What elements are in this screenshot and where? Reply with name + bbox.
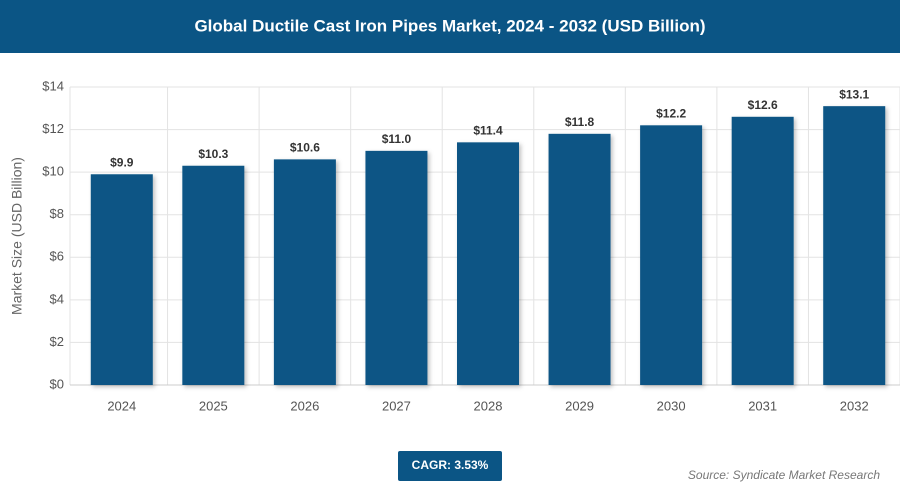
y-axis-label: Market Size (USD Billion)	[9, 157, 25, 315]
cagr-box	[398, 451, 502, 481]
y-tick-label: $0	[50, 376, 64, 391]
value-label: $12.2	[656, 106, 686, 120]
x-tick-label: 2032	[840, 398, 869, 413]
y-tick-label: $8	[50, 206, 64, 221]
y-tick-label: $12	[42, 121, 64, 136]
x-tick-label: 2031	[748, 398, 777, 413]
x-tick-label: 2030	[657, 398, 686, 413]
y-tick-label: $6	[50, 249, 64, 264]
value-label: $10.6	[290, 141, 320, 155]
y-tick-label: $10	[42, 164, 64, 179]
x-tick-label: 2028	[474, 398, 503, 413]
chart-title: Global Ductile Cast Iron Pipes Market, 2…	[194, 16, 705, 35]
value-label: $10.3	[198, 147, 228, 161]
value-label: $9.9	[110, 155, 134, 169]
source-note: Source: Syndicate Market Research	[688, 468, 880, 482]
value-label: $12.6	[748, 98, 778, 112]
bar	[90, 174, 153, 385]
header-bar	[0, 0, 900, 53]
value-label: $11.4	[473, 124, 503, 138]
bar	[640, 125, 703, 386]
x-tick-label: 2027	[382, 398, 411, 413]
value-label: $11.0	[382, 132, 412, 146]
y-tick-label: $14	[42, 78, 64, 93]
bar	[823, 106, 886, 386]
bar	[548, 133, 611, 385]
value-label: $11.8	[565, 115, 595, 129]
x-tick-label: 2025	[199, 398, 228, 413]
bar	[731, 116, 794, 386]
bar	[182, 165, 245, 385]
bar	[457, 142, 519, 385]
x-tick-label: 2029	[565, 398, 594, 413]
value-label: $13.1	[839, 87, 869, 101]
x-tick-label: 2024	[107, 398, 136, 413]
bar	[365, 150, 428, 385]
cagr-label: CAGR: 3.53%	[412, 458, 489, 472]
y-tick-label: $2	[50, 334, 64, 349]
y-tick-label: $4	[50, 291, 64, 306]
bar	[273, 159, 336, 385]
x-tick-label: 2026	[290, 398, 319, 413]
